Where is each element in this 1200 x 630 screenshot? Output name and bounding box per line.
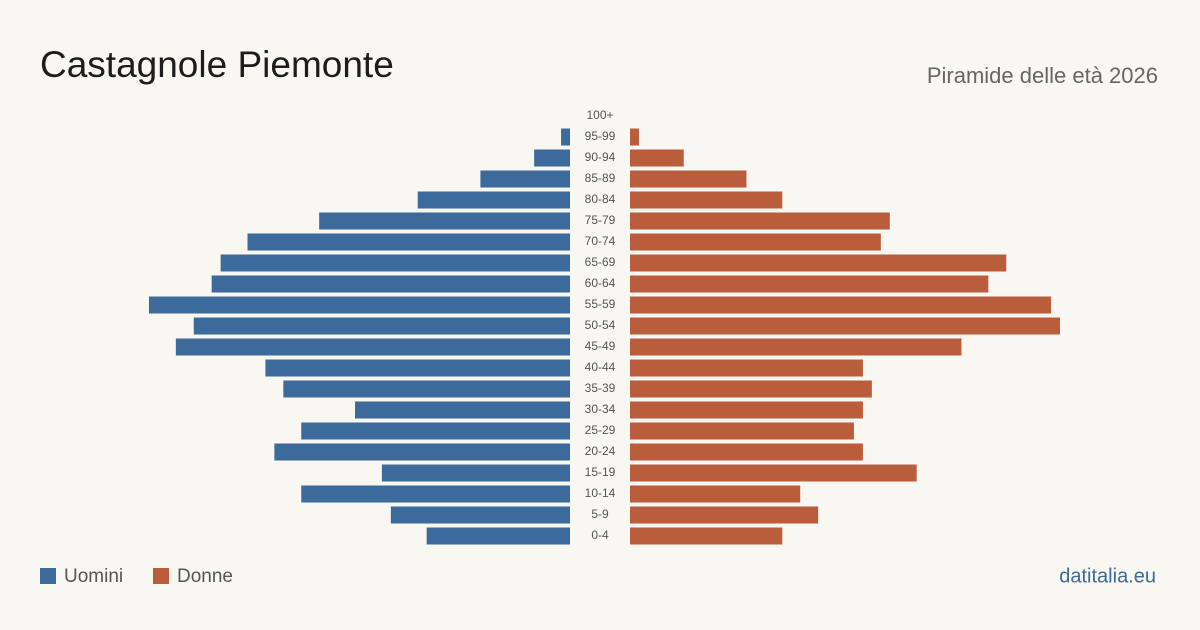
chart-subtitle: Piramide delle età 2026	[927, 63, 1158, 88]
legend-label: Uomini	[64, 566, 123, 587]
bar	[265, 359, 570, 377]
age-label: 80-84	[585, 192, 616, 206]
bar	[630, 317, 1060, 335]
bar	[220, 254, 570, 272]
bar	[630, 464, 917, 482]
bar	[630, 422, 854, 440]
age-label: 70-74	[585, 234, 616, 248]
bar	[247, 233, 570, 251]
chart-title: Castagnole Piemonte	[40, 44, 394, 85]
age-label: 45-49	[585, 339, 616, 353]
age-label: 85-89	[585, 171, 616, 185]
age-label: 75-79	[585, 213, 616, 227]
bar	[480, 170, 570, 188]
age-label: 40-44	[585, 360, 616, 374]
bar	[630, 506, 819, 524]
age-label: 20-24	[585, 444, 616, 458]
bar	[630, 380, 872, 398]
bar	[630, 485, 801, 503]
age-label: 0-4	[591, 528, 609, 542]
legend-swatch	[153, 568, 169, 584]
age-label: 15-19	[585, 465, 616, 479]
bar	[561, 128, 570, 146]
age-label: 10-14	[585, 486, 616, 500]
age-label: 95-99	[585, 129, 616, 143]
bar	[630, 296, 1052, 314]
age-label: 25-29	[585, 423, 616, 437]
bar	[390, 506, 570, 524]
bar	[630, 149, 684, 167]
bar	[630, 359, 863, 377]
bar	[301, 485, 570, 503]
age-label: 5-9	[591, 507, 609, 521]
bar	[283, 380, 570, 398]
age-label: 100+	[586, 108, 613, 122]
age-label: 55-59	[585, 297, 616, 311]
bar	[630, 527, 783, 545]
bar	[417, 191, 570, 209]
bar	[630, 128, 639, 146]
bar	[175, 338, 571, 356]
source: datitalia.eu	[1059, 565, 1156, 587]
bar	[630, 233, 881, 251]
age-label: 60-64	[585, 276, 616, 290]
legend-swatch	[40, 568, 56, 584]
bar	[630, 170, 747, 188]
bar	[534, 149, 570, 167]
bar	[193, 317, 570, 335]
bar	[274, 443, 570, 461]
bar	[148, 296, 571, 314]
bar	[426, 527, 570, 545]
age-label: 30-34	[585, 402, 616, 416]
bar	[630, 254, 1007, 272]
bar	[630, 443, 863, 461]
bar	[381, 464, 570, 482]
bar	[301, 422, 570, 440]
bar	[630, 338, 962, 356]
age-label: 35-39	[585, 381, 616, 395]
bar	[355, 401, 570, 419]
bar	[630, 275, 989, 293]
age-label: 90-94	[585, 150, 616, 164]
bar	[319, 212, 570, 230]
legend-label: Donne	[177, 566, 233, 587]
bar	[211, 275, 570, 293]
age-label: 50-54	[585, 318, 616, 332]
bar	[630, 212, 890, 230]
bar	[630, 191, 783, 209]
bar	[630, 401, 863, 419]
age-label: 65-69	[585, 255, 616, 269]
